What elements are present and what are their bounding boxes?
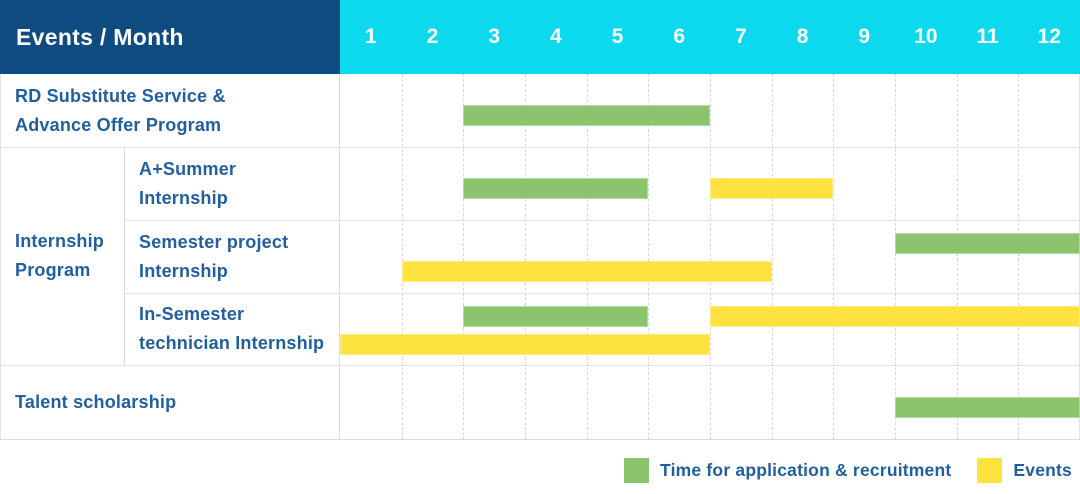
events-month-corner-header: Events / Month	[0, 0, 340, 74]
month-gridline	[895, 74, 896, 440]
label-column-divider	[339, 74, 340, 440]
legend-label: Events	[1013, 459, 1072, 480]
month-header-cell-10: 10	[914, 25, 938, 48]
row-divider	[124, 293, 1080, 294]
month-gridline	[772, 74, 773, 440]
month-header-cell-7: 7	[735, 25, 747, 48]
row-label-semester-project-internship: Semester project Internship	[139, 231, 289, 281]
month-gridline	[525, 74, 526, 440]
schedule-table: Events / Month 1 2 3 4 5 6 7 8 9 10 11 1…	[0, 0, 1080, 440]
gantt-bar-application_recruitment	[895, 397, 1080, 418]
row-divider	[0, 147, 1080, 148]
month-header-cell-6: 6	[673, 25, 686, 48]
row-label-rd-substitute: RD Substitute Service & Advance Offer Pr…	[15, 85, 226, 135]
month-header-row: 1 2 3 4 5 6 7 8 9 10 11 12	[340, 0, 1080, 74]
gantt-bar-application_recruitment	[463, 105, 710, 126]
month-gridline	[957, 74, 958, 440]
group-label-internship-program: Internship Program	[15, 231, 105, 280]
month-gridline	[1018, 74, 1019, 440]
gantt-grid-area	[340, 74, 1080, 440]
month-header-cell-4: 4	[550, 25, 562, 48]
gantt-bar-application_recruitment	[463, 306, 649, 327]
legend-swatch-yellow	[977, 457, 1003, 483]
gantt-bar-events	[710, 178, 834, 199]
legend-label: Time for application & recruitment	[660, 459, 952, 480]
month-header-cell-3: 3	[488, 25, 501, 48]
row-label-a-summer-internship: A+Summer Internship	[139, 158, 237, 208]
gantt-bar-application_recruitment	[463, 178, 649, 199]
month-header-cell-5: 5	[611, 25, 624, 48]
month-gridline	[402, 74, 403, 440]
gantt-bar-application_recruitment	[895, 233, 1080, 254]
month-header-cell-2: 2	[426, 25, 439, 48]
events-month-label: Events / Month	[16, 23, 184, 50]
gantt-bar-events	[710, 306, 1080, 327]
gantt-bar-events	[401, 261, 772, 282]
row-label-talent-scholarship: Talent scholarship	[15, 391, 177, 412]
month-header-cell-12: 12	[1037, 25, 1061, 48]
month-gridline	[463, 74, 464, 440]
row-divider	[0, 365, 1080, 366]
month-gridline	[833, 74, 834, 440]
month-gridline	[648, 74, 649, 440]
legend-swatch-green	[624, 457, 650, 483]
group-column-divider	[124, 147, 125, 365]
legend-item-application-recruitment: Time for application & recruitment	[624, 457, 952, 483]
legend: Time for application & recruitment Event…	[624, 456, 1072, 484]
month-header-cell-9: 9	[858, 25, 871, 48]
month-header-cell-11: 11	[976, 25, 999, 48]
row-divider	[124, 220, 1080, 221]
month-header-cell-1: 1	[364, 25, 377, 48]
legend-item-events: Events	[977, 457, 1072, 483]
month-header-cell-8: 8	[796, 25, 809, 48]
month-gridline	[587, 74, 588, 440]
month-gridline	[710, 74, 711, 440]
row-label-in-semester-technician-internship: In-Semester technician Internship	[139, 304, 325, 353]
gantt-bar-events	[340, 334, 710, 355]
